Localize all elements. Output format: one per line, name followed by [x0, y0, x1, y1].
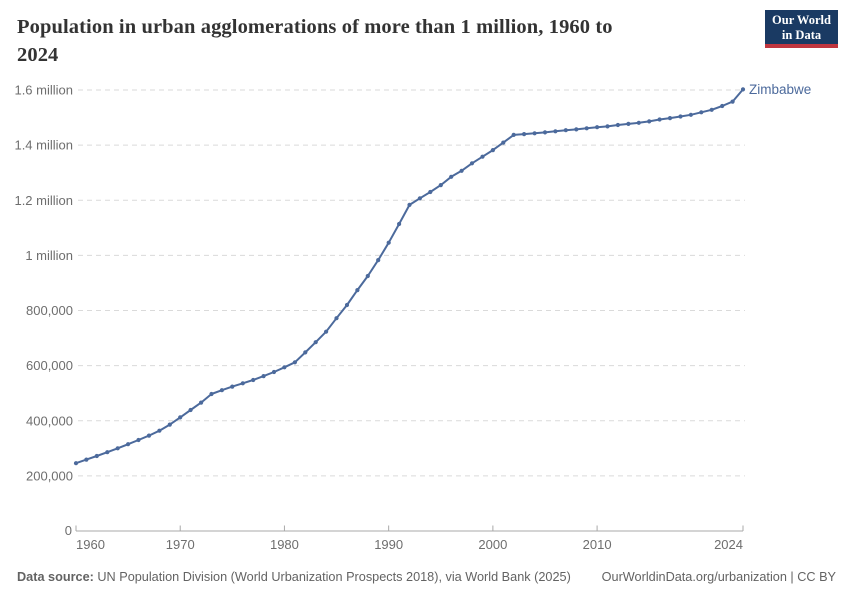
data-point-marker [230, 384, 235, 389]
data-point-marker [657, 117, 662, 122]
data-point-marker [397, 221, 402, 227]
data-point-marker [146, 433, 152, 438]
data-point-marker [553, 129, 558, 134]
entity-label: Zimbabwe [749, 82, 811, 97]
series-line-zimbabwe [75, 88, 744, 465]
owid-url-license-link[interactable]: OurWorldinData.org/urbanization | CC BY [601, 570, 836, 584]
data-source-note: Data source: UN Population Division (Wor… [17, 569, 571, 585]
x-axis-tick-label: 1980 [270, 537, 299, 552]
data-point-marker [94, 453, 99, 459]
data-point-marker [626, 121, 631, 126]
data-point-marker [271, 369, 277, 375]
data-point-marker [595, 125, 600, 130]
data-source-label: Data source: [17, 570, 94, 584]
data-point-marker [344, 302, 350, 308]
data-point-marker [449, 174, 454, 179]
data-point-marker [511, 132, 516, 137]
data-point-marker [105, 450, 110, 455]
data-point-marker [240, 381, 245, 386]
data-point-marker [209, 391, 214, 397]
data-point-marker [605, 124, 610, 129]
y-axis-tick-label: 1.2 million [14, 193, 73, 208]
data-point-marker [167, 422, 172, 427]
y-axis-tick-label: 1.4 million [14, 138, 73, 153]
data-point-marker [365, 273, 370, 279]
data-point-marker [574, 127, 579, 132]
data-point-marker [480, 154, 485, 159]
data-point-marker [157, 428, 162, 433]
data-point-marker [355, 288, 360, 293]
data-point-marker [261, 374, 266, 379]
data-point-marker [740, 87, 746, 92]
data-point-marker [678, 114, 683, 119]
x-axis-tick-label: 1970 [166, 537, 195, 552]
data-point-marker [636, 120, 641, 125]
data-point-marker [251, 377, 256, 383]
y-axis-tick-label: 1 million [25, 248, 73, 263]
data-point-marker [324, 329, 329, 334]
data-point-marker [428, 189, 433, 195]
data-point-marker [282, 365, 287, 370]
data-point-marker [199, 400, 204, 405]
data-point-marker [501, 140, 506, 145]
data-point-marker [469, 161, 475, 166]
x-axis-tick-label: 1990 [374, 537, 403, 552]
data-point-marker [647, 119, 652, 124]
data-source-text: UN Population Division (World Urbanizati… [93, 570, 571, 584]
data-point-marker [292, 360, 297, 365]
data-point-marker [178, 415, 183, 420]
chart-footer: Data source: UN Population Division (Wor… [17, 569, 836, 585]
data-point-marker [438, 183, 443, 188]
y-axis-tick-label: 1.6 million [14, 83, 73, 98]
data-point-marker [313, 340, 318, 345]
data-point-marker [563, 128, 568, 133]
x-axis-tick-label: 2000 [478, 537, 507, 552]
y-axis-tick-label: 200,000 [26, 468, 73, 483]
data-point-marker [522, 132, 527, 137]
data-point-marker [542, 130, 548, 135]
y-axis-tick-label: 800,000 [26, 303, 73, 318]
y-axis-tick-label: 0 [65, 523, 72, 538]
data-point-marker [126, 442, 131, 447]
data-point-marker [188, 407, 193, 413]
x-axis-tick-label: 1960 [76, 537, 105, 552]
data-point-marker [376, 258, 381, 263]
x-axis-tick-label: 2024 [714, 537, 743, 552]
data-point-marker [720, 103, 725, 109]
owid-logo-line2: in Data [781, 28, 822, 42]
data-point-marker [73, 461, 79, 466]
data-point-marker [730, 99, 735, 104]
chart-title-line2: 2024 [17, 44, 59, 66]
data-point-marker [219, 388, 224, 393]
data-point-marker [386, 240, 391, 245]
data-point-marker [584, 126, 589, 131]
data-point-marker [667, 116, 673, 121]
data-point-marker [459, 168, 464, 173]
data-point-marker [334, 316, 339, 321]
data-point-marker [699, 110, 704, 115]
owid-logo-line1: Our World [772, 13, 831, 27]
chart-title: Population in urban agglomerations of mo… [17, 13, 717, 69]
data-point-marker [615, 122, 621, 128]
data-point-marker [709, 107, 714, 112]
y-axis-tick-label: 400,000 [26, 413, 73, 428]
data-point-marker [303, 350, 308, 355]
chart-title-line1: Population in urban agglomerations of mo… [17, 16, 613, 38]
data-point-marker [417, 196, 422, 201]
x-axis-tick-label: 2010 [583, 537, 612, 552]
data-point-marker [115, 446, 120, 451]
data-point-marker [532, 131, 537, 136]
data-point-marker [490, 148, 495, 153]
data-point-marker [84, 457, 89, 462]
y-axis-tick-label: 600,000 [26, 358, 73, 373]
data-point-marker [688, 112, 694, 117]
owid-logo[interactable]: Our World in Data [765, 10, 838, 48]
data-point-marker [136, 437, 141, 443]
data-point-marker [407, 202, 412, 207]
